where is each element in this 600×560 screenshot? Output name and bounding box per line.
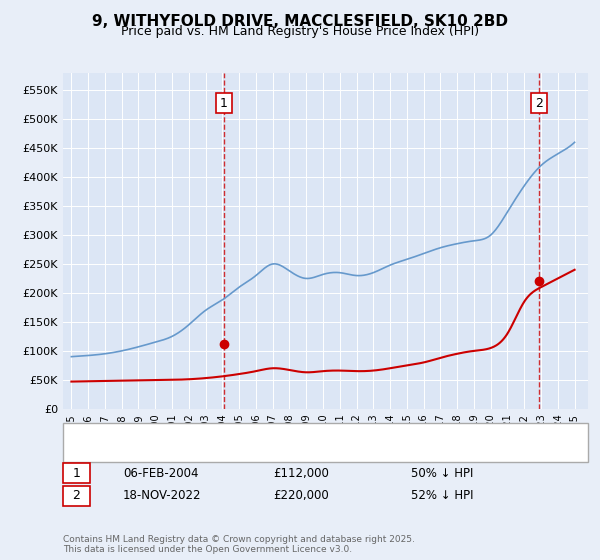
- Text: 9, WITHYFOLD DRIVE, MACCLESFIELD, SK10 2BD (detached house): 9, WITHYFOLD DRIVE, MACCLESFIELD, SK10 2…: [99, 431, 447, 441]
- Text: 2: 2: [535, 96, 543, 110]
- Text: 18-NOV-2022: 18-NOV-2022: [123, 489, 202, 502]
- Text: £112,000: £112,000: [273, 466, 329, 480]
- Text: HPI: Average price, detached house, Cheshire East: HPI: Average price, detached house, Ches…: [99, 444, 364, 454]
- Text: Price paid vs. HM Land Registry's House Price Index (HPI): Price paid vs. HM Land Registry's House …: [121, 25, 479, 38]
- Text: Contains HM Land Registry data © Crown copyright and database right 2025.
This d: Contains HM Land Registry data © Crown c…: [63, 535, 415, 554]
- Text: 50% ↓ HPI: 50% ↓ HPI: [411, 466, 473, 480]
- Text: 9, WITHYFOLD DRIVE, MACCLESFIELD, SK10 2BD: 9, WITHYFOLD DRIVE, MACCLESFIELD, SK10 2…: [92, 14, 508, 29]
- Text: —: —: [75, 440, 92, 458]
- Text: £220,000: £220,000: [273, 489, 329, 502]
- Text: —: —: [75, 427, 92, 445]
- Text: 52% ↓ HPI: 52% ↓ HPI: [411, 489, 473, 502]
- Text: 2: 2: [72, 489, 80, 502]
- Text: 1: 1: [220, 96, 228, 110]
- Text: 1: 1: [72, 466, 80, 480]
- Text: 06-FEB-2004: 06-FEB-2004: [123, 466, 199, 480]
